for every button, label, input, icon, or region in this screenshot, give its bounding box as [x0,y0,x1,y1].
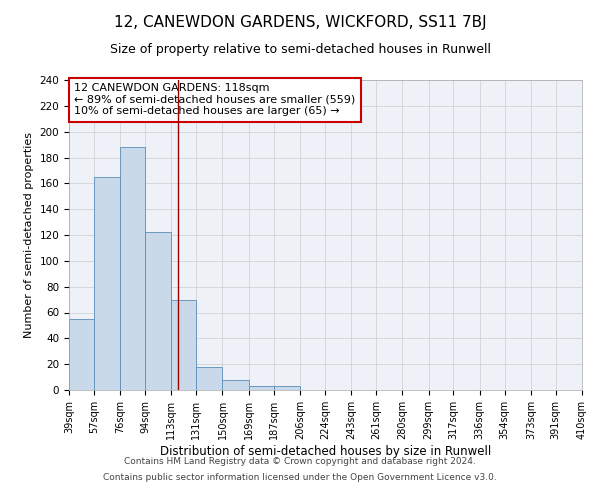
Bar [145,232,172,390]
X-axis label: Distribution of semi-detached houses by size in Runwell: Distribution of semi-detached houses by … [160,444,491,458]
Text: 12, CANEWDON GARDENS, WICKFORD, SS11 7BJ: 12, CANEWDON GARDENS, WICKFORD, SS11 7BJ [113,15,487,30]
Text: Size of property relative to semi-detached houses in Runwell: Size of property relative to semi-detach… [110,42,491,56]
Bar [249,386,274,390]
Bar [223,380,249,390]
Text: Contains public sector information licensed under the Open Government Licence v3: Contains public sector information licen… [103,472,497,482]
Bar [274,386,300,390]
Bar [69,319,94,390]
Bar [94,177,120,390]
Bar [120,147,145,390]
Bar [172,300,196,390]
Text: Contains HM Land Registry data © Crown copyright and database right 2024.: Contains HM Land Registry data © Crown c… [124,458,476,466]
Bar [196,367,223,390]
Y-axis label: Number of semi-detached properties: Number of semi-detached properties [24,132,34,338]
Text: 12 CANEWDON GARDENS: 118sqm
← 89% of semi-detached houses are smaller (559)
10% : 12 CANEWDON GARDENS: 118sqm ← 89% of sem… [74,83,355,116]
